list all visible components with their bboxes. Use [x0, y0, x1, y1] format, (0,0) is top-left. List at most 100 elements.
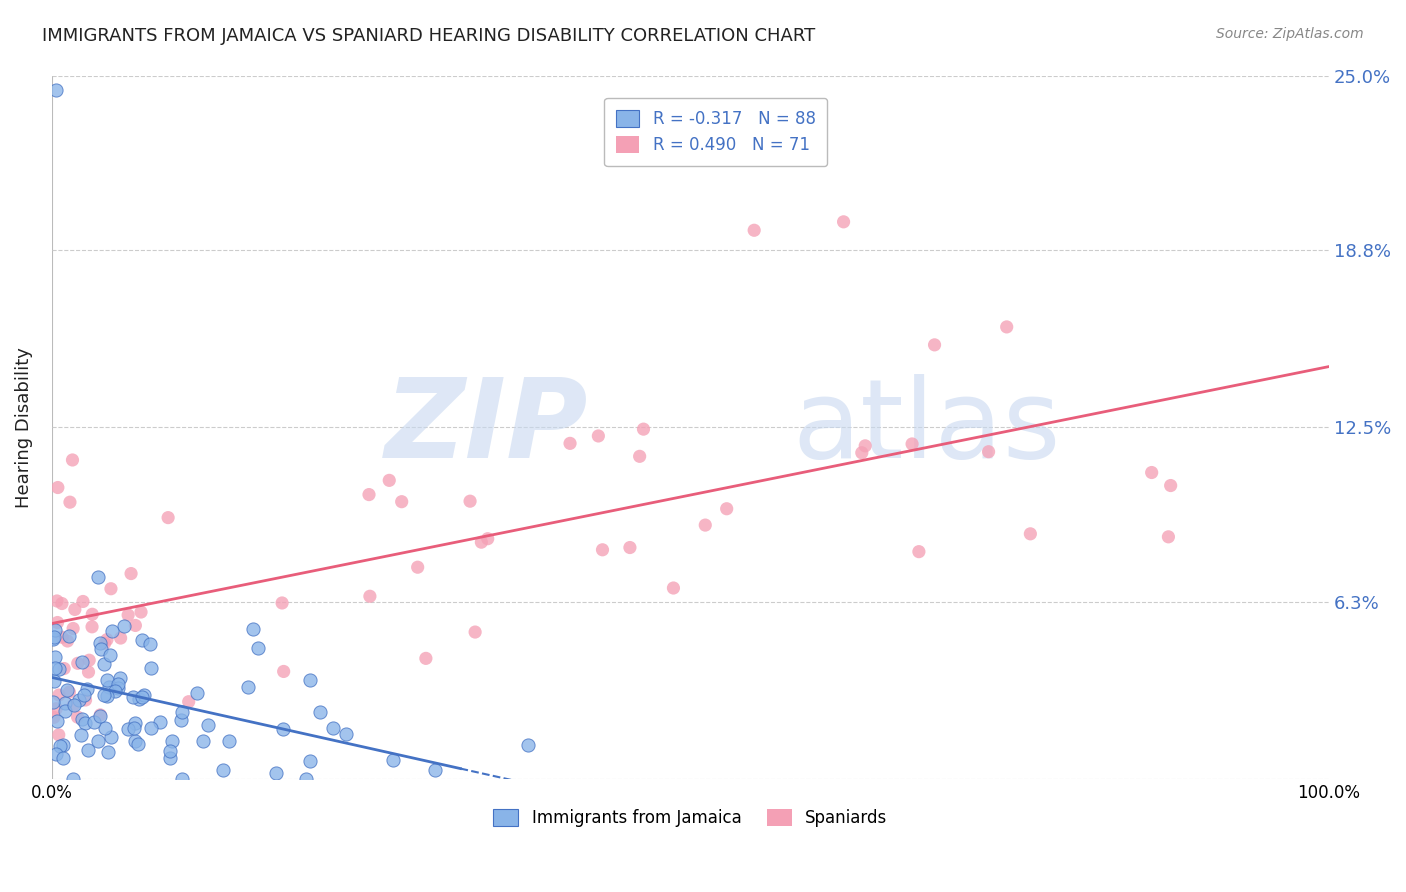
Point: [56, 634, 79, 648]
Point: [695, 518, 717, 533]
Point: [382, 753, 405, 767]
Point: [48, 662, 70, 676]
Point: [77, 665, 100, 679]
Point: [242, 623, 264, 637]
Point: [66, 657, 89, 671]
Point: [48, 739, 70, 753]
Point: [1140, 466, 1163, 480]
Point: [51, 597, 73, 611]
Point: [832, 215, 855, 229]
Point: [89, 709, 111, 723]
Point: [87, 733, 110, 747]
Point: [62, 453, 84, 467]
Point: [110, 631, 132, 645]
Point: [172, 705, 194, 719]
Point: [193, 734, 215, 748]
Point: [56, 682, 79, 697]
Point: [97, 680, 120, 694]
Point: [139, 721, 162, 735]
Point: [42, 695, 65, 709]
Point: [112, 619, 135, 633]
Point: [271, 596, 294, 610]
Point: [46, 481, 69, 495]
Point: [129, 605, 152, 619]
Point: [46, 594, 69, 608]
Point: [908, 544, 931, 558]
Point: [70, 712, 93, 726]
Point: [138, 637, 160, 651]
Point: [359, 589, 381, 603]
Point: [995, 319, 1018, 334]
Point: [93, 688, 115, 702]
Point: [159, 751, 181, 765]
Point: [309, 706, 332, 720]
Point: [322, 721, 344, 735]
Point: [53, 661, 76, 675]
Point: [63, 602, 86, 616]
Point: [45, 714, 67, 728]
Point: [42, 632, 65, 647]
Point: [44, 630, 66, 644]
Point: [107, 677, 129, 691]
Point: [273, 665, 295, 679]
Point: [42, 710, 65, 724]
Point: [77, 743, 100, 757]
Point: [89, 636, 111, 650]
Point: [117, 722, 139, 736]
Point: [51, 750, 73, 764]
Y-axis label: Hearing Disability: Hearing Disability: [15, 347, 32, 508]
Point: [73, 716, 96, 731]
Point: [59, 495, 82, 509]
Point: [128, 691, 150, 706]
Point: [458, 494, 481, 508]
Point: [170, 713, 193, 727]
Point: [42, 673, 65, 688]
Point: [247, 640, 270, 655]
Point: [177, 695, 200, 709]
Point: [100, 730, 122, 744]
Point: [464, 625, 486, 640]
Point: [357, 487, 380, 501]
Point: [96, 673, 118, 687]
Point: [45, 82, 67, 96]
Point: [66, 710, 89, 724]
Point: [633, 422, 655, 436]
Point: [117, 607, 139, 622]
Point: [716, 501, 738, 516]
Text: ZIP: ZIP: [385, 374, 588, 481]
Point: [100, 582, 122, 596]
Point: [53, 696, 76, 710]
Point: [62, 772, 84, 786]
Point: [391, 494, 413, 508]
Point: [131, 690, 153, 705]
Point: [86, 570, 108, 584]
Point: [63, 698, 86, 713]
Point: [1019, 526, 1042, 541]
Point: [124, 721, 146, 735]
Point: [96, 632, 118, 647]
Point: [44, 649, 66, 664]
Text: IMMIGRANTS FROM JAMAICA VS SPANIARD HEARING DISABILITY CORRELATION CHART: IMMIGRANTS FROM JAMAICA VS SPANIARD HEAR…: [42, 27, 815, 45]
Point: [851, 446, 873, 460]
Point: [294, 772, 316, 786]
Point: [264, 766, 287, 780]
Text: atlas: atlas: [793, 374, 1062, 481]
Point: [477, 532, 499, 546]
Point: [186, 686, 208, 700]
Point: [516, 739, 538, 753]
Point: [104, 684, 127, 698]
Point: [62, 622, 84, 636]
Point: [299, 673, 322, 687]
Point: [97, 745, 120, 759]
Point: [80, 620, 103, 634]
Point: [58, 629, 80, 643]
Point: [236, 680, 259, 694]
Point: [619, 541, 641, 555]
Legend: Immigrants from Jamaica, Spaniards: Immigrants from Jamaica, Spaniards: [486, 803, 894, 834]
Point: [72, 594, 94, 608]
Point: [415, 651, 437, 665]
Point: [157, 510, 180, 524]
Point: [98, 648, 121, 663]
Point: [378, 474, 401, 488]
Point: [52, 738, 75, 752]
